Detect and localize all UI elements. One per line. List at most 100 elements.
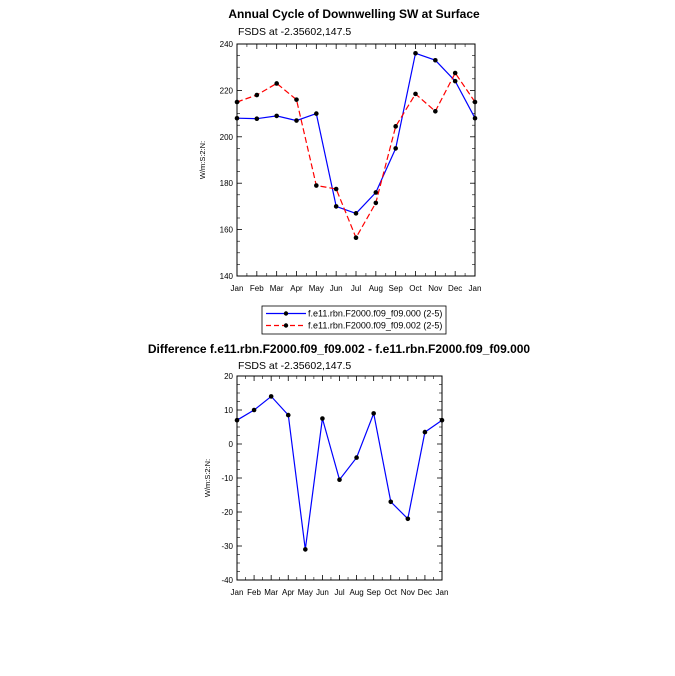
legend-label-series-2: f.e11.rbn.F2000.f09_f09.002 (2-5) — [308, 321, 442, 331]
top-chart-xtick-label: Feb — [250, 284, 264, 293]
bottom-chart-xtick-label: Jan — [436, 588, 449, 597]
top-chart-series-1-point — [452, 78, 458, 84]
legend-marker-series-1 — [283, 311, 289, 316]
top-chart-series-1-line — [236, 52, 476, 215]
bottom-chart-series-1-point — [234, 417, 240, 423]
legend-label-series-1: f.e11.rbn.F2000.f09_f09.000 (2-5) — [308, 309, 442, 319]
bottom-chart-ytick-label: 0 — [229, 440, 234, 449]
top-chart-series-1-point — [433, 57, 438, 63]
top-chart-ytick-label: 140 — [220, 272, 234, 281]
bottom-chart-ytick-label: 20 — [224, 372, 233, 381]
top-chart-axis-ticks: Jan Feb Mar Apr May Jun Jul Aug Sep Oct Nov Dec Jan 1… — [220, 40, 482, 293]
top-chart-xtick-label: May — [309, 284, 324, 293]
bottom-chart-series-1-line — [236, 395, 443, 550]
bottom-chart-xtick-label: Jul — [334, 588, 344, 597]
top-chart-series-2-point — [294, 97, 299, 102]
top-chart-xtick-label: Dec — [448, 284, 462, 293]
top-chart-series-2-point — [472, 99, 478, 105]
top-chart-series-2-point — [254, 92, 260, 98]
legend-marker-series-2 — [283, 323, 289, 328]
top-chart-xtick-label: Jan — [231, 284, 244, 293]
top-chart-xtick-label: Nov — [428, 284, 442, 293]
top-chart-ytick-label: 180 — [220, 179, 234, 188]
bottom-chart-xtick-label: Oct — [385, 588, 398, 597]
top-chart-series-2-point — [433, 108, 438, 114]
top-chart-xtick-label: Jul — [351, 284, 361, 293]
bottom-chart-series-1-point — [439, 417, 445, 423]
bottom-chart-series-1-point — [422, 429, 428, 435]
bottom-chart-series-1-point — [303, 547, 308, 552]
bottom-chart-ytick-label: -20 — [221, 508, 233, 517]
bottom-chart-xtick-label: Jan — [231, 588, 244, 597]
top-chart-legend: f.e11.rbn.F2000.f09_f09.000 (2-5) f.e11.… — [261, 305, 447, 335]
top-chart-ytick-label: 200 — [220, 133, 234, 142]
top-chart-series-2-point — [234, 99, 240, 105]
bottom-chart-xtick-label: Mar — [264, 588, 278, 597]
top-chart-xtick-label: Aug — [369, 284, 383, 293]
top-chart: Annual Cycle of Downwelling SW at Surfac… — [198, 7, 481, 293]
bottom-chart-ytick-label: -10 — [221, 474, 233, 483]
bottom-chart-series-1-point — [354, 455, 359, 460]
bottom-chart-ytick-label: 10 — [224, 406, 233, 415]
top-chart-xtick-label: Jun — [330, 284, 343, 293]
bottom-chart-xtick-label: Apr — [282, 588, 295, 597]
top-chart-xtick-label: Sep — [389, 284, 404, 293]
top-chart-series-1-point — [294, 118, 299, 123]
top-chart-series-1-point — [353, 211, 359, 216]
bottom-chart-series-1-point — [320, 416, 325, 421]
bottom-chart-xtick-label: Jun — [316, 588, 329, 597]
top-chart-series-2-point — [413, 91, 418, 97]
top-chart-xtick-label: Mar — [270, 284, 284, 293]
top-chart-xtick-label: Apr — [290, 284, 303, 293]
top-chart-series-1-point — [373, 190, 379, 195]
bottom-chart-xtick-label: Nov — [401, 588, 415, 597]
top-chart-ytick-label: 220 — [220, 86, 234, 95]
top-chart-series-2-point — [393, 124, 398, 129]
bottom-chart-xtick-label: Sep — [367, 588, 382, 597]
bottom-chart-xtick-label: May — [298, 588, 313, 597]
top-chart-series-1-point — [254, 116, 260, 122]
top-chart-series-2-point — [353, 235, 359, 241]
top-chart-series-2-point — [274, 81, 279, 86]
top-chart-xtick-label: Oct — [409, 284, 422, 293]
bottom-chart-subtitle: FSDS at -2.35602,147.5 — [238, 360, 351, 372]
top-chart-series-1-point — [472, 115, 478, 121]
top-chart-ytick-label: 240 — [220, 40, 234, 49]
bottom-chart-ytick-label: -40 — [221, 576, 233, 585]
bottom-chart-series-1-point — [251, 407, 257, 413]
top-chart-plot-frame — [236, 43, 476, 277]
top-chart-ylabel: W/m:S:2:N: — [198, 141, 207, 179]
bottom-chart-title: Difference f.e11.rbn.F2000.f09_f09.002 -… — [148, 342, 531, 356]
bottom-chart-ylabel: W/m:S:2:N: — [203, 459, 212, 497]
bottom-chart: Difference f.e11.rbn.F2000.f09_f09.002 -… — [148, 342, 531, 597]
top-chart-xtick-label: Jan — [469, 284, 482, 293]
bottom-chart-xtick-label: Feb — [247, 588, 261, 597]
top-chart-series-1-point — [333, 204, 339, 209]
bottom-chart-series-1-point — [405, 516, 411, 522]
bottom-chart-series-1-point — [337, 477, 342, 483]
top-chart-title: Annual Cycle of Downwelling SW at Surfac… — [228, 7, 480, 21]
top-chart-series — [234, 50, 478, 241]
top-chart-series-1-point — [393, 146, 398, 151]
top-chart-series-1-point — [274, 113, 279, 119]
bottom-chart-xtick-label: Dec — [418, 588, 432, 597]
bottom-chart-series-1-point — [388, 499, 394, 505]
bottom-chart-series-1-point — [268, 394, 274, 399]
bottom-chart-xtick-label: Aug — [349, 588, 363, 597]
bottom-chart-series-1-point — [371, 411, 376, 416]
top-chart-series-2-point — [333, 186, 339, 192]
top-chart-series-1-point — [234, 115, 240, 121]
top-chart-ytick-label: 160 — [220, 226, 234, 235]
bottom-chart-ytick-label: -30 — [221, 542, 233, 551]
bottom-chart-axis-ticks: Jan Feb Mar Apr May Jun Jul Aug Sep Oct Nov Dec Jan-… — [221, 372, 448, 597]
top-chart-series-1-point — [314, 111, 319, 116]
top-chart-series-2-point — [452, 70, 458, 76]
top-chart-series-2-point — [314, 183, 319, 188]
legend-box — [261, 305, 447, 335]
top-chart-series-1-point — [413, 50, 418, 56]
top-chart-series-2-point — [373, 200, 379, 206]
top-chart-subtitle: FSDS at -2.35602,147.5 — [238, 26, 351, 38]
bottom-chart-series-1-point — [285, 412, 291, 418]
bottom-chart-series — [234, 394, 445, 552]
